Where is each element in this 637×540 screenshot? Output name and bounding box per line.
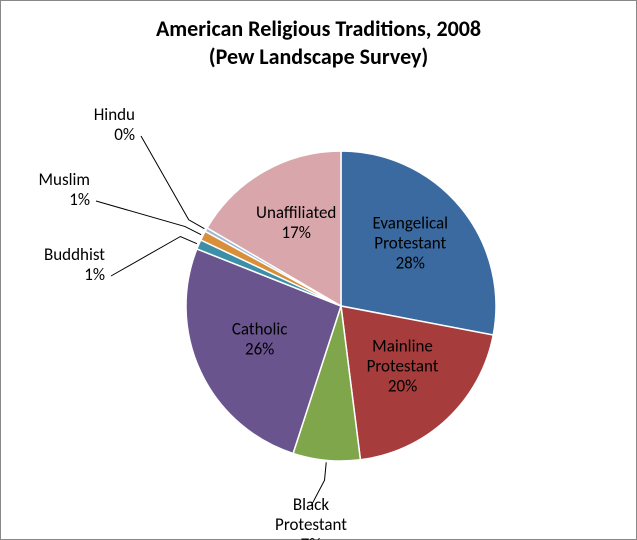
leader-line-hindu [141,136,204,229]
leader-line-muslim [96,201,201,235]
slice-label-black_protestant: BlackProtestant7% [275,494,347,540]
slice-label-muslim: Muslim1% [39,169,91,210]
leader-line-buddhist [111,236,197,276]
slice-label-hindu: Hindu0% [94,104,135,145]
chart-frame: American Religious Traditions, 2008 (Pew… [0,0,637,540]
slice-label-buddhist: Buddhist1% [44,244,105,285]
pie-chart: EvangelicalProtestant28%MainlineProtesta… [1,1,637,540]
